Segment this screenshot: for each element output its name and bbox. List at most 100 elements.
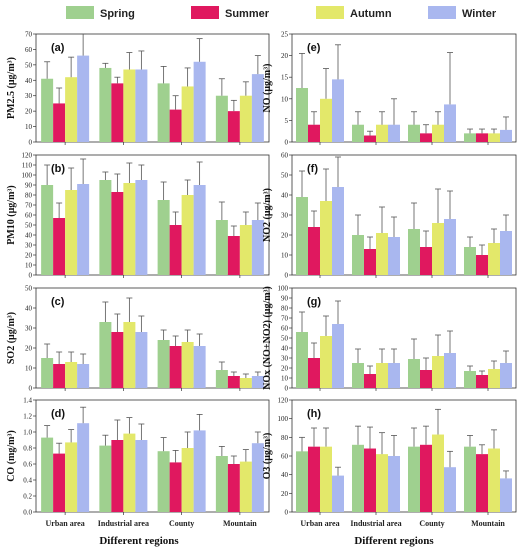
bar-winter-mountain xyxy=(251,74,264,142)
y-tick-label: 0.2 xyxy=(23,493,32,501)
panel-label: (h) xyxy=(307,408,321,420)
bar-winter-county xyxy=(193,185,206,275)
bar-summer-industrial-area xyxy=(364,374,376,388)
bar-summer-mountain xyxy=(227,236,240,275)
bar-autumn-county xyxy=(432,223,444,275)
y-tick-label: 100 xyxy=(22,172,33,180)
bar-autumn-industrial-area xyxy=(123,322,136,388)
legend-swatch-autumn xyxy=(316,6,344,19)
bar-spring-county xyxy=(408,124,420,142)
y-axis-label: NO (μg/m³) xyxy=(262,64,273,113)
bar-autumn-industrial-area xyxy=(376,124,388,142)
bar-spring-industrial-area xyxy=(352,235,364,275)
y-tick-label: 80 xyxy=(281,305,289,313)
bar-winter-mountain xyxy=(251,220,264,275)
bar-spring-industrial-area xyxy=(352,363,364,388)
panel-frame xyxy=(35,399,270,513)
x-tick-label-mountain: Mountain xyxy=(471,519,505,528)
legend-label-winter: Winter xyxy=(462,8,497,20)
bar-spring-industrial-area xyxy=(99,322,112,388)
bar-autumn-mountain xyxy=(239,461,252,512)
y-tick-label: 20 xyxy=(281,232,289,240)
y-axis-label: NO2 (μg/m³) xyxy=(262,188,273,242)
panel-d: 0.0 0.2 0.4 0.6 0.8 1.0 1.2 1.4 Urban area Indust… xyxy=(6,397,270,528)
y-axis-label: CO (mg/m³) xyxy=(6,430,17,482)
bar-autumn-industrial-area xyxy=(123,183,136,275)
bar-summer-county xyxy=(420,370,432,388)
x-tick-label-county: County xyxy=(169,519,194,528)
bar-spring-industrial-area xyxy=(99,67,112,142)
y-tick-label: 10 xyxy=(25,262,33,270)
panel-label: (a) xyxy=(51,42,65,54)
bar-autumn-industrial-area xyxy=(123,69,136,142)
bar-winter-urban-area xyxy=(77,184,90,275)
bar-spring-county xyxy=(408,446,420,512)
legend-swatch-winter xyxy=(428,6,456,19)
bar-winter-mountain xyxy=(500,478,512,512)
bar-autumn-county xyxy=(432,124,444,142)
y-tick-label: 30 xyxy=(25,242,33,250)
y-tick-label: 10 xyxy=(25,123,33,131)
bar-spring-county xyxy=(157,200,170,275)
bar-spring-county xyxy=(157,451,170,512)
bar-autumn-mountain xyxy=(239,378,252,388)
legend-swatch-spring xyxy=(66,6,94,19)
y-tick-label: 80 xyxy=(281,434,289,442)
y-tick-label: 0 xyxy=(285,509,289,517)
bar-winter-county xyxy=(444,467,456,512)
bar-summer-urban-area xyxy=(53,103,66,142)
y-tick-label: 40 xyxy=(281,471,289,479)
y-tick-label: 20 xyxy=(25,345,33,353)
panel-b: 0 10 20 30 40 50 60 70 80 90 100 110 120 (b) PM10 (μg/… xyxy=(6,152,270,280)
legend-label-autumn: Autumn xyxy=(350,8,392,20)
panel-label: (b) xyxy=(51,163,65,175)
x-axis-label-right: Different regions xyxy=(354,535,434,547)
bar-autumn-mountain xyxy=(488,448,500,512)
y-tick-label: 5 xyxy=(285,117,289,125)
bar-summer-county xyxy=(420,444,432,512)
bar-autumn-urban-area xyxy=(320,446,332,512)
y-tick-label: 120 xyxy=(22,152,33,160)
bar-summer-county xyxy=(169,462,182,512)
y-tick-label: 10 xyxy=(25,365,33,373)
x-tick-label-mountain: Mountain xyxy=(223,519,257,528)
bar-winter-industrial-area xyxy=(135,440,148,512)
y-tick-label: 25 xyxy=(281,31,289,39)
y-tick-label: 60 xyxy=(281,453,289,461)
bar-summer-mountain xyxy=(476,454,488,512)
bar-summer-mountain xyxy=(476,133,488,142)
bar-autumn-industrial-area xyxy=(123,433,136,512)
bar-spring-county xyxy=(157,83,170,142)
bar-winter-industrial-area xyxy=(135,180,148,275)
bar-summer-urban-area xyxy=(308,446,320,512)
y-tick-label: 60 xyxy=(281,325,289,333)
y-tick-label: 120 xyxy=(278,397,289,405)
bar-summer-industrial-area xyxy=(111,192,124,275)
bar-winter-urban-area xyxy=(332,187,344,275)
bar-autumn-county xyxy=(181,448,194,512)
bar-autumn-urban-area xyxy=(65,362,78,388)
bar-spring-mountain xyxy=(464,446,476,512)
y-tick-label: 0 xyxy=(29,272,33,280)
bar-spring-mountain xyxy=(464,247,476,275)
bar-spring-mountain xyxy=(215,456,228,512)
y-tick-label: 40 xyxy=(281,345,289,353)
legend-label-spring: Spring xyxy=(100,8,135,20)
bar-summer-industrial-area xyxy=(111,83,124,142)
y-tick-label: 0.4 xyxy=(23,477,32,485)
panel-a: 0 10 20 30 40 50 60 70 (a) PM2.5 (μg/m³) xyxy=(6,31,270,147)
bar-winter-industrial-area xyxy=(135,69,148,142)
bar-spring-urban-area xyxy=(296,88,308,142)
bar-winter-county xyxy=(444,104,456,142)
bar-autumn-county xyxy=(432,356,444,388)
bar-winter-county xyxy=(193,346,206,388)
y-tick-label: 0 xyxy=(285,272,289,280)
bar-winter-county xyxy=(444,353,456,388)
y-tick-label: 40 xyxy=(25,77,33,85)
y-tick-label: 1.0 xyxy=(23,429,32,437)
bar-winter-mountain xyxy=(500,129,512,142)
bar-summer-mountain xyxy=(476,255,488,275)
x-tick-label-urban-area: Urban area xyxy=(300,519,339,528)
bar-summer-urban-area xyxy=(53,218,66,275)
